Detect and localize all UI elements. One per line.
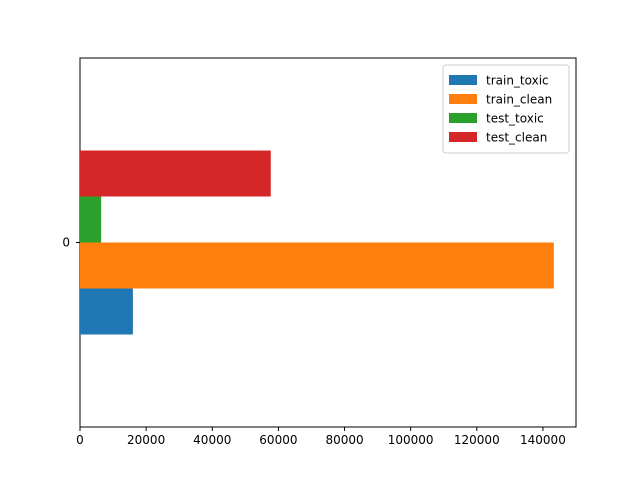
x-tick-label: 0 — [76, 433, 84, 447]
bars-group — [80, 150, 554, 335]
legend-swatch-train-clean — [449, 94, 477, 104]
x-tick-label: 100000 — [388, 433, 434, 447]
bar-train-clean — [80, 242, 554, 289]
y-tick-label: 0 — [62, 236, 70, 250]
legend-label-test-toxic: test_toxic — [486, 112, 544, 126]
bar-train-toxic — [80, 288, 133, 335]
bar-test-toxic — [80, 196, 102, 243]
bar-test-clean — [80, 150, 271, 197]
x-tick-label: 80000 — [325, 433, 363, 447]
legend-label-train-clean: train_clean — [486, 93, 552, 107]
x-tick-label: 40000 — [193, 433, 231, 447]
x-tick-label: 120000 — [454, 433, 500, 447]
legend-label-test-clean: test_clean — [486, 131, 547, 145]
x-tick-label: 20000 — [127, 433, 165, 447]
x-tick-label: 140000 — [520, 433, 566, 447]
y-axis: 0 — [62, 236, 80, 250]
legend: train_toxic train_clean test_toxic test_cle… — [442, 64, 570, 154]
legend-swatch-test-clean — [449, 132, 477, 142]
x-tick-label: 60000 — [259, 433, 297, 447]
legend-label-train-toxic: train_toxic — [486, 74, 549, 88]
legend-swatch-train-toxic — [449, 75, 477, 85]
legend-swatch-test-toxic — [449, 113, 477, 123]
x-axis: 0 20000 40000 60000 80000 100000 120000 140000 — [76, 427, 566, 447]
legend-box — [442, 64, 570, 154]
